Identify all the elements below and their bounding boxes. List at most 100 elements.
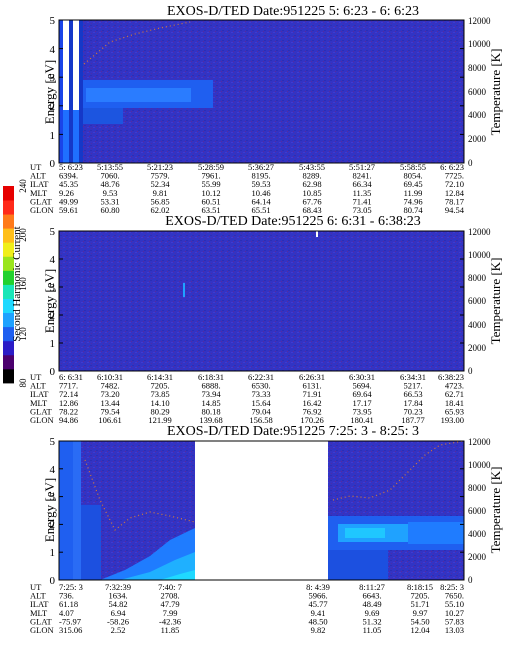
y2-tick-label: 0 (468, 366, 473, 376)
y-tick-label: 5 (50, 436, 56, 448)
y2-tick-label: 12000 (468, 437, 491, 447)
orbit-cell: 73.85 (150, 389, 169, 399)
orbit-cell: 11.35 (353, 188, 372, 198)
orbit-row-label: MLT (30, 188, 48, 198)
orbit-cell: 7.99 (163, 608, 178, 618)
colorbar-swatch (3, 242, 14, 257)
orbit-cell: 9.69 (365, 608, 380, 618)
orbit-cell: 47.79 (160, 599, 179, 609)
orbit-cell: 5694. (352, 381, 371, 391)
orbit-cell: 6394. (59, 171, 78, 181)
orbit-cell: 61.18 (59, 599, 78, 609)
y2-ticks: 0 2000 4000 6000 8000 10000 12000 (468, 437, 491, 585)
colorbar: Second Harmonic Current 80 120 160 200 2… (3, 179, 28, 388)
orbit-cell: 180.41 (350, 415, 373, 425)
orbit-table: UT 7:25: 3 7:32:39 7:40: 7 8: 4:39 8:11:27 8:1… (30, 582, 464, 635)
orbit-cell: 7717. (59, 381, 78, 391)
orbit-cell: 5:21:23 (147, 162, 173, 172)
orbit-cell: 52.34 (150, 179, 170, 189)
orbit-cell: 7205. (410, 591, 429, 601)
colorbar-swatch (3, 270, 14, 285)
plot-frame (58, 19, 465, 164)
orbit-cell: 56.85 (150, 196, 169, 206)
orbit-cell: 78.22 (59, 406, 78, 416)
orbit-cell: 1634. (108, 591, 127, 601)
orbit-cell: 6:18:31 (198, 372, 224, 382)
orbit-table: UT 6: 6:31 6:10:31 6:14:31 6:18:31 6:22:31 6:2… (30, 372, 464, 425)
orbit-cell: 66.53 (403, 389, 422, 399)
orbit-cell: 7579. (150, 171, 169, 181)
colorbar-tick: 80 (18, 378, 28, 388)
y2-tick-label: 4000 (468, 529, 487, 539)
orbit-cell: 79.04 (251, 406, 271, 416)
orbit-cell: 6888. (201, 381, 220, 391)
panel-title: EXOS-D/TED Date:951225 7:25: 3 - 8:25: 3 (167, 424, 419, 439)
y-tick-label: 1 (50, 547, 56, 559)
orbit-cell: 11.99 (404, 188, 423, 198)
orbit-cell: 59.53 (251, 179, 270, 189)
orbit-cell: 69.45 (403, 179, 422, 189)
orbit-cell: 78.17 (445, 196, 464, 206)
orbit-cell: 57.83 (445, 616, 464, 626)
orbit-cell: 80.74 (403, 205, 423, 215)
orbit-cell: 9.53 (103, 188, 118, 198)
colorbar-swatch (3, 298, 14, 314)
colorbar-swatch (3, 312, 14, 328)
y-tick-label: 0 (50, 366, 56, 378)
orbit-cell: 4.07 (59, 608, 74, 618)
orbit-cell: 94.86 (59, 415, 78, 425)
colorbar-swatch (3, 186, 14, 201)
orbit-cell: 315.06 (59, 625, 82, 635)
orbit-cell: 13.44 (100, 398, 120, 408)
orbit-row-label: UT (30, 582, 42, 592)
orbit-cell: 8:25: 3 (440, 582, 464, 592)
orbit-cell: 51.71 (410, 599, 429, 609)
orbit-cell: 10.27 (445, 608, 464, 618)
orbit-cell: 9.41 (311, 608, 326, 618)
y-tick-label: 4 (50, 254, 56, 266)
orbit-cell: 156.58 (249, 415, 272, 425)
y-tick-label: 0 (50, 158, 56, 170)
y-tick-label: 1 (50, 338, 56, 350)
orbit-cell: 121.99 (148, 415, 171, 425)
orbit-cell: 12.04 (410, 625, 430, 635)
y2-tick-label: 10000 (468, 250, 491, 260)
orbit-cell: 73.94 (201, 389, 221, 399)
orbit-cell: 65.93 (445, 406, 464, 416)
y2-tick-label: 10000 (468, 39, 491, 49)
orbit-cell: 8: 4:39 (306, 582, 330, 592)
y2-tick-label: 12000 (468, 227, 491, 237)
y-tick-label: 4 (50, 44, 56, 56)
orbit-cell: 8054. (403, 171, 422, 181)
orbit-cell: 7205. (150, 381, 169, 391)
plot-frame (58, 440, 465, 581)
orbit-cell: 9.26 (59, 188, 74, 198)
orbit-cell: 80.29 (150, 406, 169, 416)
orbit-cell: 8:18:15 (407, 582, 433, 592)
y2-tick-label: 0 (468, 575, 473, 585)
orbit-cell: 7725. (445, 171, 464, 181)
y-tick-label: 5 (50, 15, 56, 27)
orbit-cell: 53.31 (100, 196, 119, 206)
y-ticks: 0 1 2 3 4 5 (50, 436, 56, 587)
orbit-row-label: GLAT (30, 196, 53, 206)
y2-tick-label: 10000 (468, 460, 491, 470)
orbit-cell: 6: 6:31 (59, 372, 83, 382)
orbit-cell: 10.85 (302, 188, 321, 198)
orbit-cell: 5:13:55 (97, 162, 123, 172)
panel-3: EXOS-D/TED Date:951225 7:25: 3 - 8:25: 3… (30, 424, 503, 635)
y2-ticks: 0 2000 4000 6000 8000 10000 12000 (468, 227, 491, 376)
orbit-row-label: ALT (30, 591, 47, 601)
orbit-cell: 6.94 (111, 608, 127, 618)
y-tick-label: 3 (50, 282, 56, 294)
y2-tick-label: 8000 (468, 483, 487, 493)
orbit-cell: 68.43 (302, 205, 321, 215)
orbit-cell: 139.68 (199, 415, 222, 425)
panel-2: EXOS-D/TED Date:951225 6: 6:31 - 6:38:23… (30, 214, 503, 425)
orbit-cell: 2.52 (111, 625, 126, 635)
plot-frame (58, 230, 465, 372)
orbit-cell: 6:10:31 (97, 372, 123, 382)
orbit-row-label: UT (30, 372, 42, 382)
colorbar-swatch (3, 340, 14, 356)
colorbar-tick: 200 (18, 228, 28, 242)
